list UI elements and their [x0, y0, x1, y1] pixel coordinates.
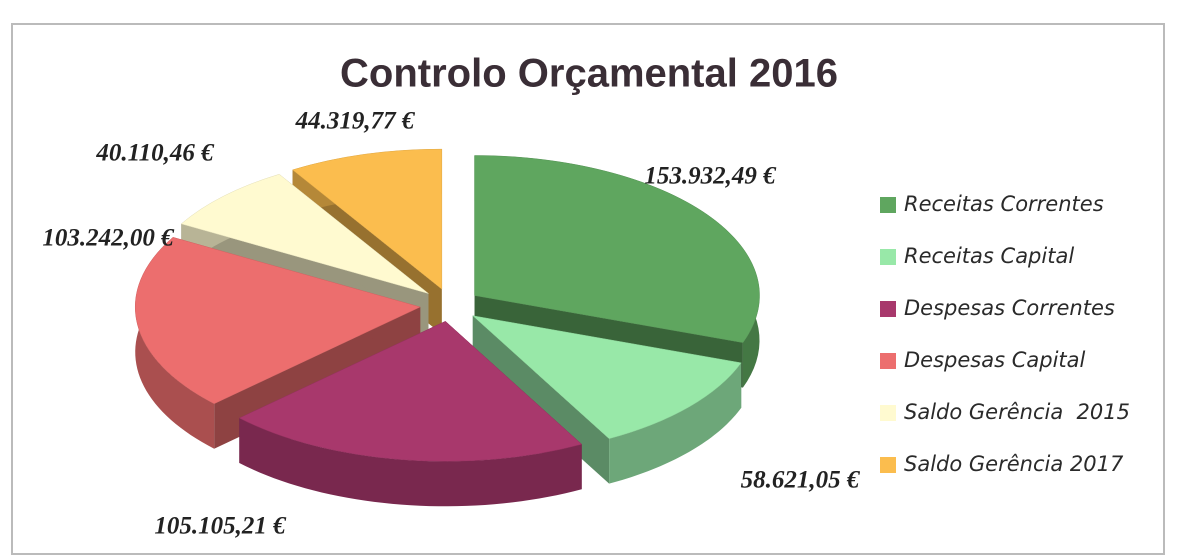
legend-swatch: [880, 405, 896, 421]
data-label: 105.105,21 €: [154, 513, 287, 540]
slice-top: [134, 237, 421, 404]
data-label: 58.621,05 €: [741, 467, 861, 494]
legend-swatch: [880, 457, 896, 473]
data-label: 40.110,46 €: [95, 140, 215, 167]
legend-label: Receitas Correntes: [904, 192, 1104, 216]
legend-swatch: [880, 353, 896, 369]
slice-top: [238, 321, 583, 462]
legend-label: Saldo Gerência 2015: [904, 400, 1130, 424]
data-label: 103.242,00 €: [42, 225, 175, 252]
slice-side: [239, 418, 582, 507]
legend-label: Saldo Gerência 2017: [904, 452, 1124, 476]
slice-top: [474, 155, 760, 343]
data-label: 153.932,49 €: [644, 163, 777, 190]
legend-label: Despesas Correntes: [904, 296, 1115, 320]
slice-top: [471, 315, 742, 439]
chart-title: Controlo Orçamental 2016: [340, 52, 838, 96]
slice-side: [609, 362, 742, 484]
legend-swatch: [880, 249, 896, 265]
slice-top: [292, 148, 443, 290]
legend-label: Receitas Capital: [904, 244, 1074, 268]
legend-swatch: [880, 197, 896, 213]
data-label: 44.319,77 €: [295, 108, 416, 135]
legend-label: Despesas Capital: [904, 348, 1086, 372]
slice: [134, 237, 421, 449]
legend-swatch: [880, 301, 896, 317]
slice: [238, 321, 583, 507]
slice-top: [180, 173, 429, 294]
